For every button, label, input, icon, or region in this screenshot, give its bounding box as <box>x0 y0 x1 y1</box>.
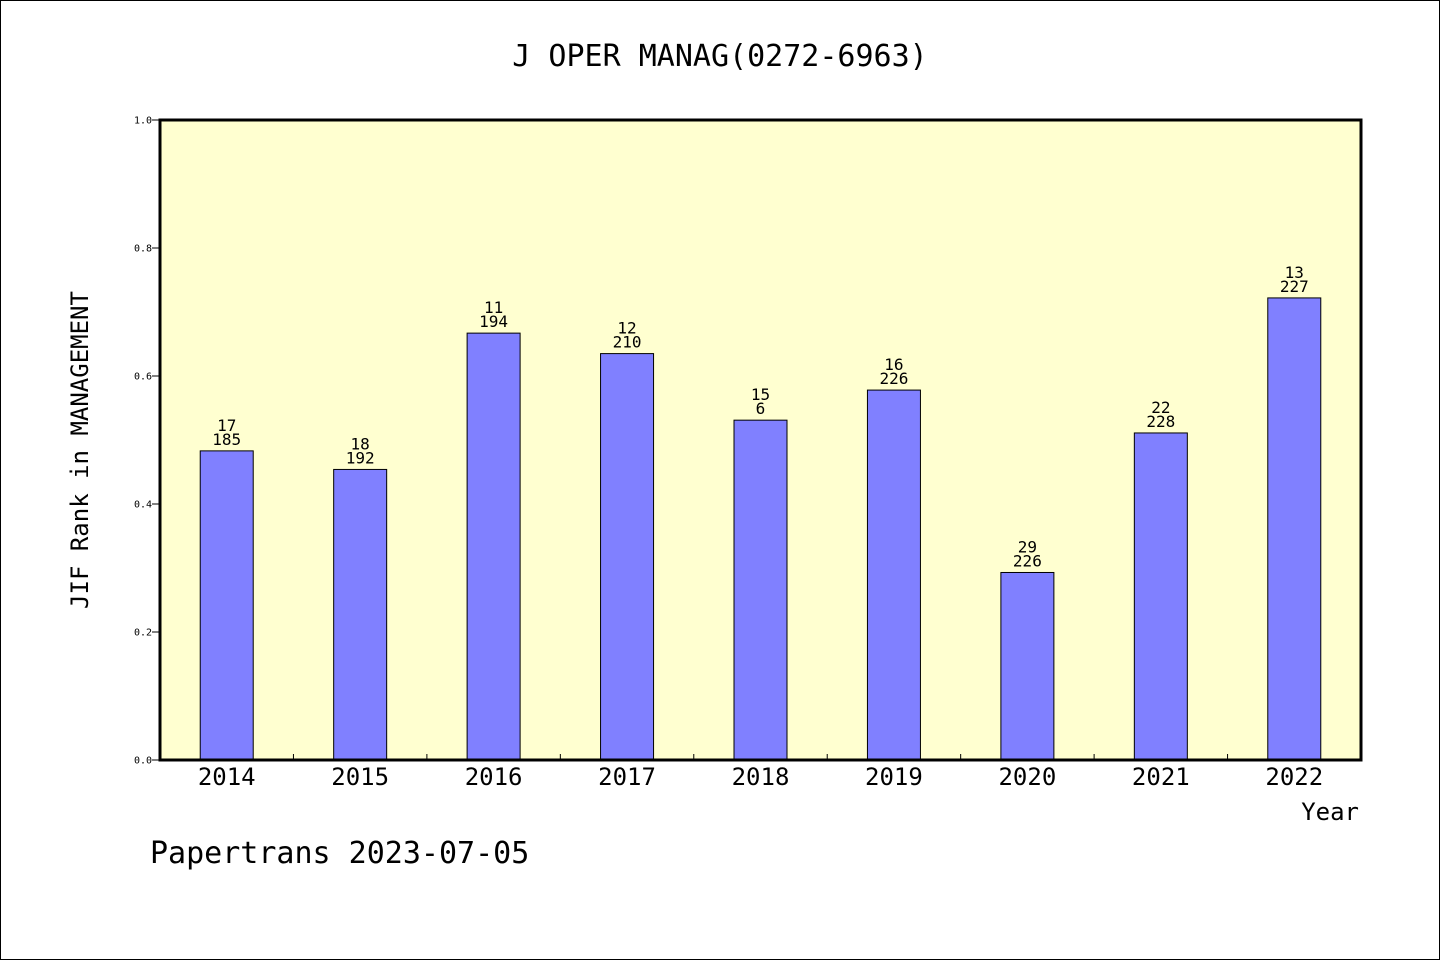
bar-2019 <box>866 389 921 761</box>
y-axis-ticks: 0.0 0.2 0.4 0.6 0.8 1.0 <box>134 116 160 767</box>
chart-title: J OPER MANAG(0272-6963) <box>512 39 927 74</box>
bar-2020 <box>1000 571 1055 761</box>
x-tick-label: 2020 <box>998 763 1056 791</box>
bar-label-total: 226 <box>1013 551 1042 570</box>
bar-2021 <box>1133 432 1188 761</box>
x-tick-label: 2019 <box>865 763 923 791</box>
y-tick-label: 0.6 <box>134 372 152 383</box>
bar-label-total: 227 <box>1280 277 1309 296</box>
bar-label-rank: 13 <box>1285 263 1304 282</box>
x-tick-label: 2015 <box>331 763 389 791</box>
bar-label-total: 228 <box>1146 412 1175 431</box>
y-tick-label: 0.4 <box>134 500 152 511</box>
bar-label-total: 6 <box>756 399 766 418</box>
y-tick-label: 0.2 <box>134 628 152 639</box>
bar-2014 <box>199 450 254 761</box>
x-axis-ticks: 2014 2015 2016 2017 2018 2019 2020 2021 2022 <box>198 754 1323 791</box>
x-tick-label: 2021 <box>1132 763 1190 791</box>
bar-label-total: 192 <box>346 448 375 467</box>
x-tick-label: 2016 <box>465 763 523 791</box>
footer-credit: Papertrans 2023-07-05 <box>150 836 529 871</box>
bar-2016 <box>466 332 521 761</box>
x-tick-label: 2018 <box>732 763 790 791</box>
x-tick-label: 2022 <box>1265 763 1323 791</box>
x-axis-label: Year <box>1301 798 1359 826</box>
bar-label-total: 194 <box>479 312 508 331</box>
plot-border <box>158 118 1363 762</box>
bar-2015 <box>333 468 388 761</box>
bar-label-total: 185 <box>212 430 241 449</box>
bar-label-rank: 11 <box>484 298 503 317</box>
y-tick-label: 0.8 <box>134 244 152 255</box>
bar-label-rank: 15 <box>751 385 770 404</box>
bar-label-rank: 12 <box>617 319 636 338</box>
bar-label-rank: 17 <box>217 416 236 435</box>
y-tick-label: 0.0 <box>134 756 152 767</box>
bars-group <box>199 297 1322 761</box>
x-tick-label: 2017 <box>598 763 656 791</box>
bar-2022 <box>1267 297 1322 761</box>
bar-label-total: 210 <box>613 333 642 352</box>
bar-label-rank: 16 <box>884 355 903 374</box>
y-tick-label: 1.0 <box>134 116 152 127</box>
bar-label-rank: 22 <box>1151 398 1170 417</box>
bar-label-rank: 29 <box>1018 537 1037 556</box>
y-axis-label: JIF Rank in MANAGEMENT <box>66 291 94 609</box>
x-tick-label: 2014 <box>198 763 256 791</box>
bar-label-rank: 18 <box>351 434 370 453</box>
bar-2017 <box>600 353 655 761</box>
bar-label-total: 226 <box>879 369 908 388</box>
bar-2018 <box>733 419 788 761</box>
